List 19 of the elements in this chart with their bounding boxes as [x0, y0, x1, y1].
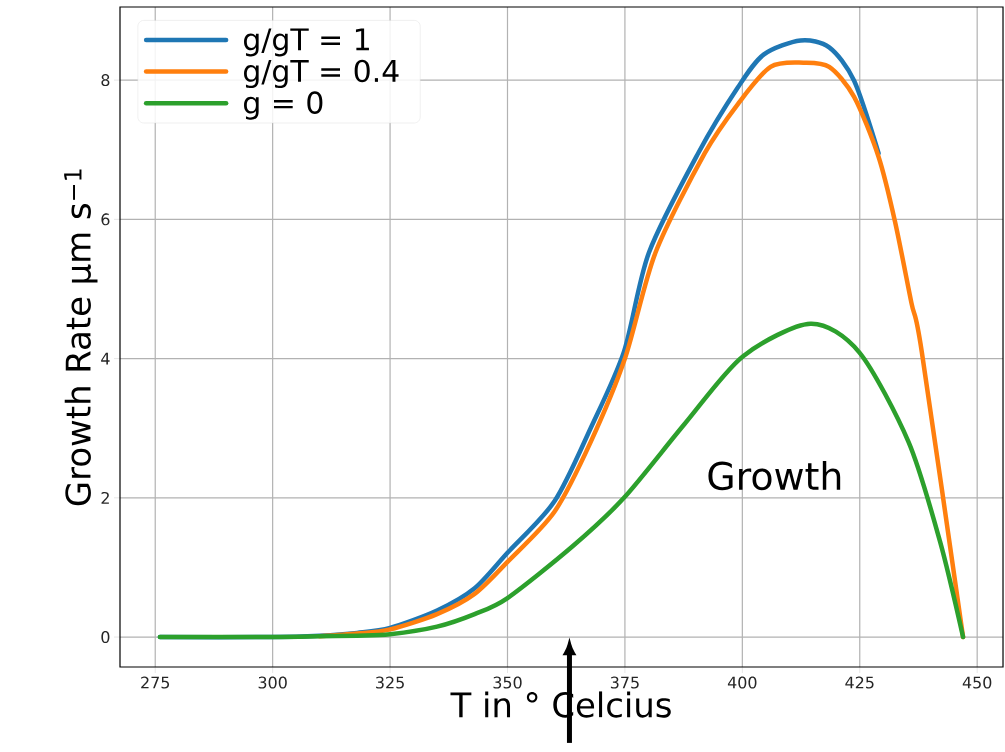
- x-tick-label: 450: [962, 676, 992, 689]
- x-tick-label: 275: [141, 676, 170, 689]
- line-series: [157, 321, 966, 640]
- y-axis-title: Growth Rate μm s$^{−1}$: [64, 169, 98, 506]
- x-tick-label: 375: [610, 676, 639, 689]
- y-tick-label: 8: [101, 74, 110, 87]
- legend-label: g/gT = 1: [244, 28, 369, 57]
- x-tick-label: 350: [493, 676, 522, 689]
- annotation: Growth: [708, 460, 841, 491]
- legend-label: g = 0: [244, 91, 323, 120]
- x-tick-label: 425: [845, 676, 874, 689]
- y-tick-label: 2: [101, 491, 109, 504]
- x-tick-label: 325: [376, 676, 404, 689]
- y-tick-label: 6: [101, 213, 110, 226]
- y-tick-label: 0: [101, 631, 110, 644]
- legend-label: g/gT = 0.4: [244, 59, 399, 89]
- x-tick-label: 300: [258, 676, 287, 689]
- x-tick-label: 400: [727, 676, 757, 689]
- y-tick-label: 4: [101, 352, 110, 365]
